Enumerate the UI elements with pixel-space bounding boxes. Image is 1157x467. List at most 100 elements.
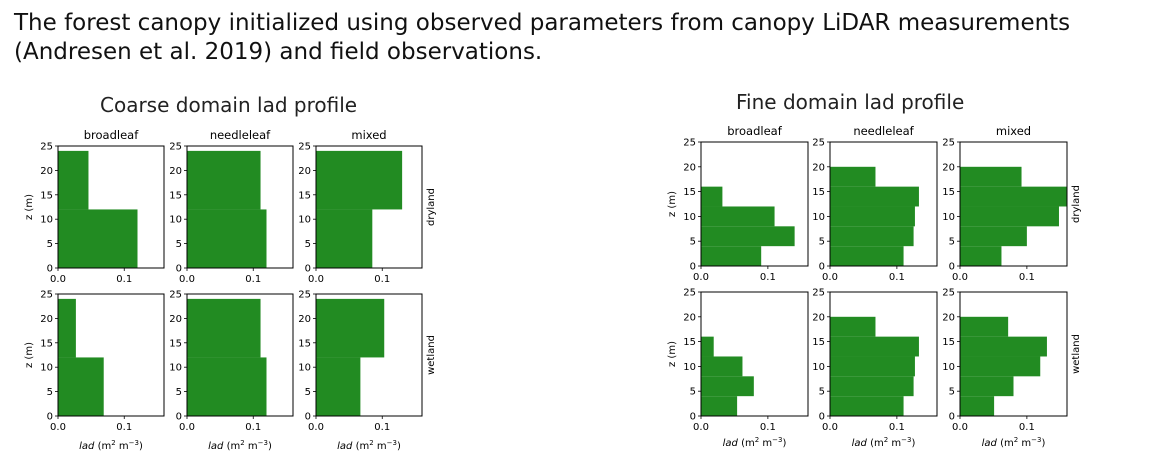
y-tick-label: 25 xyxy=(40,290,53,301)
y-tick-label: 15 xyxy=(40,190,53,201)
x-tick-label: 0.0 xyxy=(50,274,66,285)
lad-bar-0 xyxy=(701,396,738,416)
fine-subplot-wetland-broadleaf: 0 5 10 15 20 25 0.0 0.1 z (m) lad (m2 m−3) xyxy=(667,288,809,449)
y-tick-label: 10 xyxy=(298,363,311,374)
y-tick-label: 10 xyxy=(683,212,696,223)
coarse-subplot-dryland-mixed: 0 5 10 15 20 25 0.0 0.1 mixed dryland xyxy=(298,128,437,285)
y-tick-label: 10 xyxy=(942,212,955,223)
coarse-subplot-wetland-broadleaf: 0 5 10 15 20 25 0.0 0.1 z (m) lad (m2 m−3) xyxy=(24,290,165,452)
axes-frame xyxy=(57,293,165,417)
axes-frame xyxy=(959,291,1068,417)
y-tick-label: 15 xyxy=(40,338,53,349)
y-tick-label: 15 xyxy=(683,337,696,348)
x-tick-label: 0.0 xyxy=(693,272,709,283)
lad-bar-2 xyxy=(960,356,1041,377)
y-tick-label: 5 xyxy=(47,239,53,250)
x-axis-label-part: lad xyxy=(79,441,95,452)
y-tick-label: 25 xyxy=(683,138,696,149)
lad-bar-0 xyxy=(187,209,267,268)
y-tick-label: 25 xyxy=(812,288,825,299)
x-tick-label: 0.0 xyxy=(693,422,709,433)
y-tick-label: 20 xyxy=(942,312,955,323)
x-axis-label-part: −3 xyxy=(387,439,397,447)
y-axis-label: z (m) xyxy=(24,194,35,220)
y-tick-label: 10 xyxy=(40,363,53,374)
y-tick-label: 20 xyxy=(812,162,825,173)
axes-frame xyxy=(959,141,1068,267)
x-axis-label-part: ) xyxy=(397,441,401,452)
lad-bar-0 xyxy=(316,209,373,268)
x-tick-label: 0.0 xyxy=(822,272,838,283)
axes-frame xyxy=(700,141,809,267)
y-tick-label: 15 xyxy=(298,190,311,201)
x-axis-label: lad (m2 m−3) xyxy=(723,436,787,449)
y-tick-label: 10 xyxy=(169,215,182,226)
lad-bar-4 xyxy=(960,166,1022,187)
lad-bar-0 xyxy=(960,246,1002,266)
y-axis-label: z (m) xyxy=(667,341,678,367)
row-label: dryland xyxy=(1071,185,1082,223)
y-tick-label: 10 xyxy=(812,362,825,373)
fine-figure-title: Fine domain lad profile xyxy=(736,90,965,114)
axes-frame xyxy=(829,291,938,417)
fine-subplot-dryland-needleleaf: 0 5 10 15 20 25 0.0 0.1 needleleaf xyxy=(812,124,938,283)
y-tick-label: 25 xyxy=(812,138,825,149)
lad-bar-0 xyxy=(58,209,138,268)
x-axis-label-part: lad xyxy=(852,438,868,449)
x-axis-label-part: lad xyxy=(337,441,353,452)
x-tick-label: 0.0 xyxy=(50,422,66,433)
row-label: wetland xyxy=(1071,334,1082,374)
lad-bar-2 xyxy=(830,356,915,377)
x-axis-label-part: −3 xyxy=(772,436,782,444)
fine-subplot-wetland-needleleaf: 0 5 10 15 20 25 0.0 0.1 lad (m2 m−3) xyxy=(812,288,938,449)
coarse-subplot-dryland-broadleaf: 0 5 10 15 20 25 0.0 0.1 broadleaf z (m) xyxy=(24,128,165,285)
y-tick-label: 0 xyxy=(305,264,311,275)
x-axis-label-part: −3 xyxy=(129,439,139,447)
lad-bar-1 xyxy=(701,376,754,397)
x-axis-label-part: (m xyxy=(352,441,369,452)
y-tick-label: 5 xyxy=(47,387,53,398)
x-axis-label-part: m xyxy=(1018,438,1031,449)
y-tick-label: 5 xyxy=(690,387,696,398)
x-tick-label: 0.1 xyxy=(374,422,390,433)
lad-bar-1 xyxy=(187,150,261,210)
y-tick-label: 15 xyxy=(942,337,955,348)
y-tick-label: 20 xyxy=(169,166,182,177)
x-tick-label: 0.1 xyxy=(760,272,776,283)
column-title: mixed xyxy=(996,124,1031,138)
lad-bar-2 xyxy=(830,206,915,227)
lad-bar-1 xyxy=(960,226,1027,247)
y-tick-label: 5 xyxy=(305,387,311,398)
x-tick-label: 0.1 xyxy=(1019,272,1035,283)
x-tick-label: 0.1 xyxy=(374,274,390,285)
axes-frame xyxy=(186,145,294,269)
x-axis-label-part: (m xyxy=(867,438,884,449)
lad-bar-4 xyxy=(960,316,1009,337)
column-title: mixed xyxy=(351,128,386,142)
column-title: needleleaf xyxy=(210,128,271,142)
x-axis-label-part: (m xyxy=(997,438,1014,449)
x-axis-label: lad (m2 m−3) xyxy=(79,439,143,452)
y-tick-label: 0 xyxy=(47,264,53,275)
y-tick-label: 20 xyxy=(942,162,955,173)
y-tick-label: 5 xyxy=(819,237,825,248)
x-tick-label: 0.1 xyxy=(245,274,261,285)
y-tick-label: 0 xyxy=(819,412,825,423)
y-tick-label: 0 xyxy=(305,412,311,423)
lad-bar-3 xyxy=(701,186,723,207)
y-tick-label: 0 xyxy=(47,412,53,423)
x-axis-label-part: m xyxy=(759,438,772,449)
y-tick-label: 5 xyxy=(305,239,311,250)
headline-line-2: (Andresen et al. 2019) and field observa… xyxy=(14,39,543,65)
slide-headline: The forest canopy initialized using obse… xyxy=(14,9,1144,67)
y-axis-label: z (m) xyxy=(24,342,35,368)
axes-frame xyxy=(57,145,165,269)
y-tick-label: 15 xyxy=(942,187,955,198)
x-axis-label-part: 2 xyxy=(1014,436,1018,444)
y-tick-label: 0 xyxy=(949,262,955,273)
x-axis-label-part: ) xyxy=(139,441,143,452)
y-tick-label: 10 xyxy=(812,212,825,223)
x-axis-label-part: ) xyxy=(1041,438,1045,449)
y-tick-label: 20 xyxy=(298,314,311,325)
